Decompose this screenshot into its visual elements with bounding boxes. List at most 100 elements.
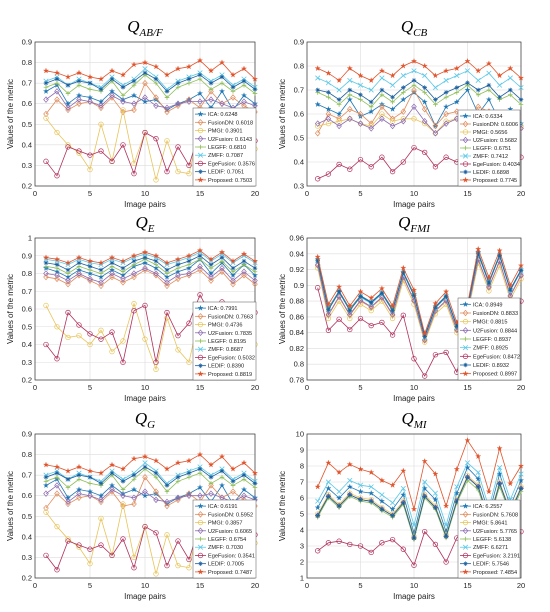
legend-marker-egefusion bbox=[462, 161, 469, 167]
data-point-proposed bbox=[443, 288, 450, 295]
data-point-ledif bbox=[475, 87, 481, 93]
data-point-u2fusion bbox=[186, 492, 192, 499]
legend-label-u2fusion: U2Fusion: 0.7835 bbox=[208, 331, 252, 337]
data-point-zmff bbox=[98, 262, 104, 268]
data-point-u2fusion bbox=[54, 88, 60, 95]
data-point-ica bbox=[196, 90, 204, 97]
data-point-legff bbox=[43, 479, 49, 484]
data-point-egefusion bbox=[54, 567, 60, 573]
data-point-zmff bbox=[252, 260, 258, 266]
x-axis-label: Image pairs bbox=[393, 200, 435, 209]
x-tick-label: 0 bbox=[305, 383, 309, 392]
legend-label-ledif: LEDIF: 0.7051 bbox=[208, 170, 244, 176]
x-tick-label: 15 bbox=[463, 383, 471, 392]
x-axis-label: Image pairs bbox=[124, 394, 166, 403]
legend-marker-proposed bbox=[462, 370, 469, 377]
data-point-ica bbox=[357, 488, 364, 495]
data-point-u2fusion bbox=[368, 125, 374, 132]
data-point-ica bbox=[346, 483, 353, 490]
data-point-fusiondn bbox=[120, 502, 126, 510]
data-point-ledif bbox=[486, 280, 492, 286]
data-point-proposed bbox=[196, 57, 204, 64]
series-line-ledif bbox=[45, 255, 256, 271]
data-point-u2fusion bbox=[186, 270, 192, 277]
data-point-proposed bbox=[53, 69, 61, 76]
legend-marker-egefusion bbox=[462, 552, 469, 559]
data-point-ica bbox=[336, 494, 343, 501]
y-axis-label: Values of the metric bbox=[278, 79, 287, 149]
legend-marker-egefusion bbox=[462, 353, 469, 359]
data-point-proposed bbox=[464, 437, 471, 443]
data-point-egefusion bbox=[186, 162, 192, 169]
data-point-ledif bbox=[379, 87, 385, 93]
data-point-fusiondn bbox=[76, 494, 82, 502]
data-point-u2fusion bbox=[175, 494, 181, 502]
data-point-legff bbox=[54, 474, 60, 480]
data-point-egefusion bbox=[175, 144, 181, 150]
y-tick-label: 0.9 bbox=[294, 38, 304, 47]
data-point-zmff bbox=[325, 479, 331, 485]
legend-marker-zmff bbox=[462, 345, 469, 351]
legend-label-ledif: LEDIF: 0.6898 bbox=[473, 170, 509, 176]
data-point-legff bbox=[87, 481, 93, 486]
data-point-pmgi bbox=[43, 302, 49, 309]
data-point-ledif bbox=[219, 255, 225, 260]
legend-marker-ledif bbox=[463, 169, 468, 175]
data-point-ledif bbox=[241, 78, 247, 84]
data-point-fusiondn bbox=[142, 79, 148, 87]
data-point-ledif bbox=[98, 481, 104, 486]
data-point-fusiondn bbox=[475, 103, 481, 111]
data-point-u2fusion bbox=[153, 270, 159, 277]
data-point-zmff bbox=[464, 460, 471, 466]
legend-marker-zmff bbox=[197, 544, 204, 550]
data-point-u2fusion bbox=[87, 275, 93, 283]
data-point-proposed bbox=[421, 62, 428, 69]
data-point-ledif bbox=[390, 94, 395, 100]
x-tick-label: 20 bbox=[251, 383, 259, 392]
data-point-egefusion bbox=[142, 302, 148, 309]
legend-label-pmgi: PMGI: 5.8641 bbox=[473, 521, 508, 527]
y-tick-label: 0.4 bbox=[294, 158, 304, 167]
data-point-ica bbox=[421, 485, 428, 491]
data-point-u2fusion bbox=[347, 115, 353, 123]
data-point-ledif bbox=[164, 89, 170, 94]
legend-marker-legff bbox=[198, 536, 203, 542]
data-point-fusiondn bbox=[109, 273, 115, 281]
data-point-zmff bbox=[486, 70, 492, 76]
data-point-legff bbox=[175, 479, 181, 484]
data-point-ledif bbox=[230, 84, 236, 90]
y-tick-label: 0.7 bbox=[294, 86, 304, 95]
data-point-u2fusion bbox=[43, 270, 49, 277]
data-point-legff bbox=[508, 92, 513, 98]
data-point-legff bbox=[379, 92, 385, 98]
data-point-egefusion bbox=[379, 540, 385, 546]
data-point-pmgi bbox=[120, 338, 126, 344]
chart-title: QG bbox=[135, 409, 155, 431]
data-point-egefusion bbox=[315, 285, 321, 291]
data-point-ledif bbox=[219, 74, 225, 80]
data-point-proposed bbox=[357, 466, 364, 472]
data-point-legff bbox=[252, 485, 258, 490]
x-axis-label: Image pairs bbox=[393, 592, 435, 601]
data-point-legff bbox=[153, 80, 159, 86]
data-point-egefusion bbox=[54, 173, 60, 179]
data-point-proposed bbox=[464, 58, 471, 64]
y-tick-label: 0.96 bbox=[289, 234, 304, 243]
data-point-fusiondn bbox=[131, 500, 137, 508]
data-point-proposed bbox=[108, 254, 116, 261]
data-point-egefusion bbox=[87, 331, 93, 337]
data-point-ledif bbox=[347, 308, 353, 313]
data-point-pmgi bbox=[486, 288, 492, 294]
data-point-egefusion bbox=[109, 552, 115, 559]
series-line-zmff bbox=[45, 68, 256, 90]
data-point-ledif bbox=[326, 494, 331, 499]
legend-label-legff: LEGFF: 5.6138 bbox=[473, 537, 511, 543]
data-point-egefusion bbox=[109, 329, 115, 335]
data-point-legff bbox=[336, 102, 342, 107]
series-line-zmff bbox=[45, 251, 256, 266]
y-tick-label: 9 bbox=[300, 446, 304, 455]
data-point-ica bbox=[130, 92, 138, 99]
data-point-proposed bbox=[346, 65, 353, 71]
data-point-proposed bbox=[229, 465, 237, 472]
data-point-proposed bbox=[229, 257, 237, 264]
